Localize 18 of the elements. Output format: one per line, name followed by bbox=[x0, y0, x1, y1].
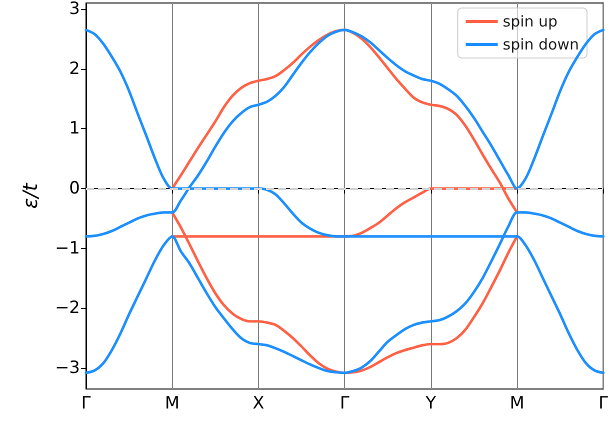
x-tick-label: X bbox=[252, 394, 265, 414]
line-series bbox=[84, 28, 605, 374]
x-tick-label: Γ bbox=[340, 394, 350, 414]
y-tick-label: −2 bbox=[54, 298, 80, 318]
y-tick-label: 3 bbox=[69, 0, 80, 19]
y-tick-label: −3 bbox=[54, 358, 80, 378]
x-tick-label: Γ bbox=[598, 394, 609, 414]
legend-label: spin up bbox=[502, 12, 558, 30]
y-axis-title: ε/t bbox=[18, 182, 42, 209]
x-tick-label: Γ bbox=[81, 394, 92, 414]
legend-label: spin down bbox=[502, 36, 580, 54]
y-tick-label: −1 bbox=[54, 238, 80, 258]
y-tick-label: 1 bbox=[69, 118, 80, 139]
y-tick-label: 2 bbox=[69, 58, 80, 79]
y-tick-label: 0 bbox=[69, 178, 80, 199]
x-tick-label: M bbox=[164, 394, 180, 414]
x-tick-label: Y bbox=[424, 394, 437, 414]
x-tick-label: M bbox=[510, 394, 524, 414]
